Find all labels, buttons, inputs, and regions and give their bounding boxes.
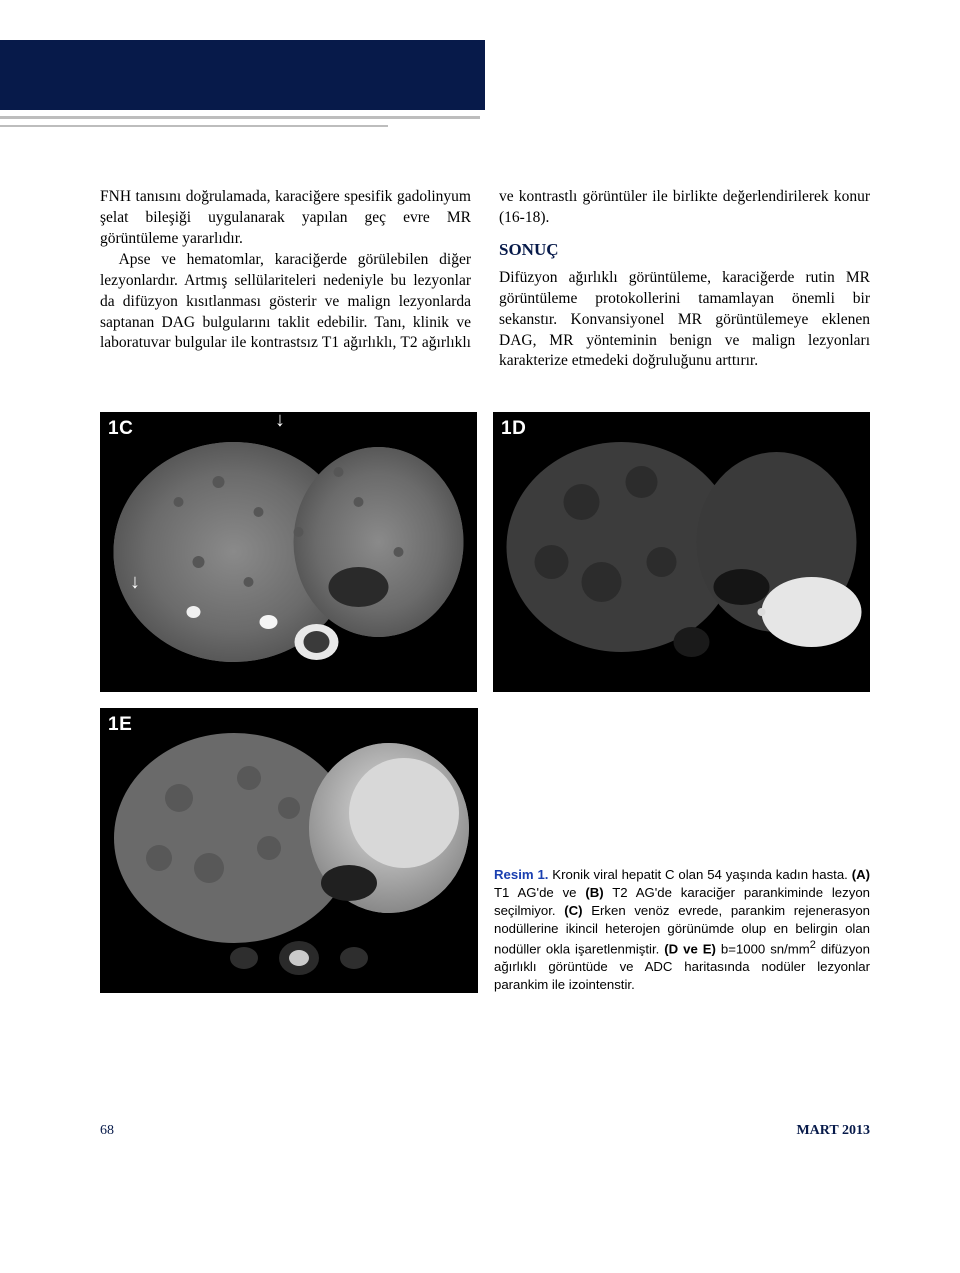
- paragraph-sonuc: Difüzyon ağırlıklı görüntüleme, karaciğe…: [499, 268, 870, 373]
- figure-1d: 1D: [493, 412, 870, 692]
- caption-bold-de: (D ve E): [664, 941, 716, 956]
- figure-label-1d: 1D: [501, 418, 526, 440]
- header-underline-1: [0, 116, 480, 119]
- caption-bold-b: (B): [585, 885, 603, 900]
- figure-label-1c: 1C: [108, 418, 133, 440]
- mri-image-1c: [100, 412, 477, 692]
- arrow-icon: ↓: [275, 410, 285, 430]
- figure-1c: 1C ↓ ↓: [100, 412, 477, 692]
- page-footer: 68 MART 2013: [0, 993, 960, 1139]
- body-text: FNH tanısını doğrulamada, karaciğere spe…: [0, 187, 960, 372]
- mri-image-1d: [493, 412, 870, 692]
- page: FNH tanısını doğrulamada, karaciğere spe…: [0, 0, 960, 1169]
- mri-image-1e: [100, 708, 478, 993]
- figure-caption: Resim 1. Kronik viral hepatit C olan 54 …: [494, 866, 870, 993]
- caption-bold-c: (C): [564, 903, 582, 918]
- figure-1e: 1E: [100, 708, 478, 993]
- caption-lead: Resim 1.: [494, 867, 548, 882]
- header-underline-2: [0, 125, 388, 127]
- paragraph-1: FNH tanısını doğrulamada, karaciğere spe…: [100, 187, 471, 250]
- caption-column: Resim 1. Kronik viral hepatit C olan 54 …: [494, 708, 870, 993]
- caption-text: b=1000 sn/mm: [716, 941, 810, 956]
- header-bar: [0, 40, 485, 110]
- page-number: 68: [100, 1123, 114, 1139]
- figure-row-1: 1C ↓ ↓: [100, 412, 870, 692]
- caption-bold-a: (A): [852, 867, 870, 882]
- section-heading-sonuc: SONUÇ: [499, 239, 870, 262]
- header-bars: [0, 0, 960, 127]
- figure-block: 1C ↓ ↓: [0, 412, 960, 993]
- caption-text: T1 AG'de ve: [494, 885, 585, 900]
- arrow-icon: ↓: [130, 572, 140, 592]
- footer-date: MART 2013: [796, 1123, 870, 1139]
- caption-text: Kronik viral hepatit C olan 54 yaşında k…: [548, 867, 851, 882]
- figure-label-1e: 1E: [108, 714, 132, 736]
- figure-row-2: 1E: [100, 708, 870, 993]
